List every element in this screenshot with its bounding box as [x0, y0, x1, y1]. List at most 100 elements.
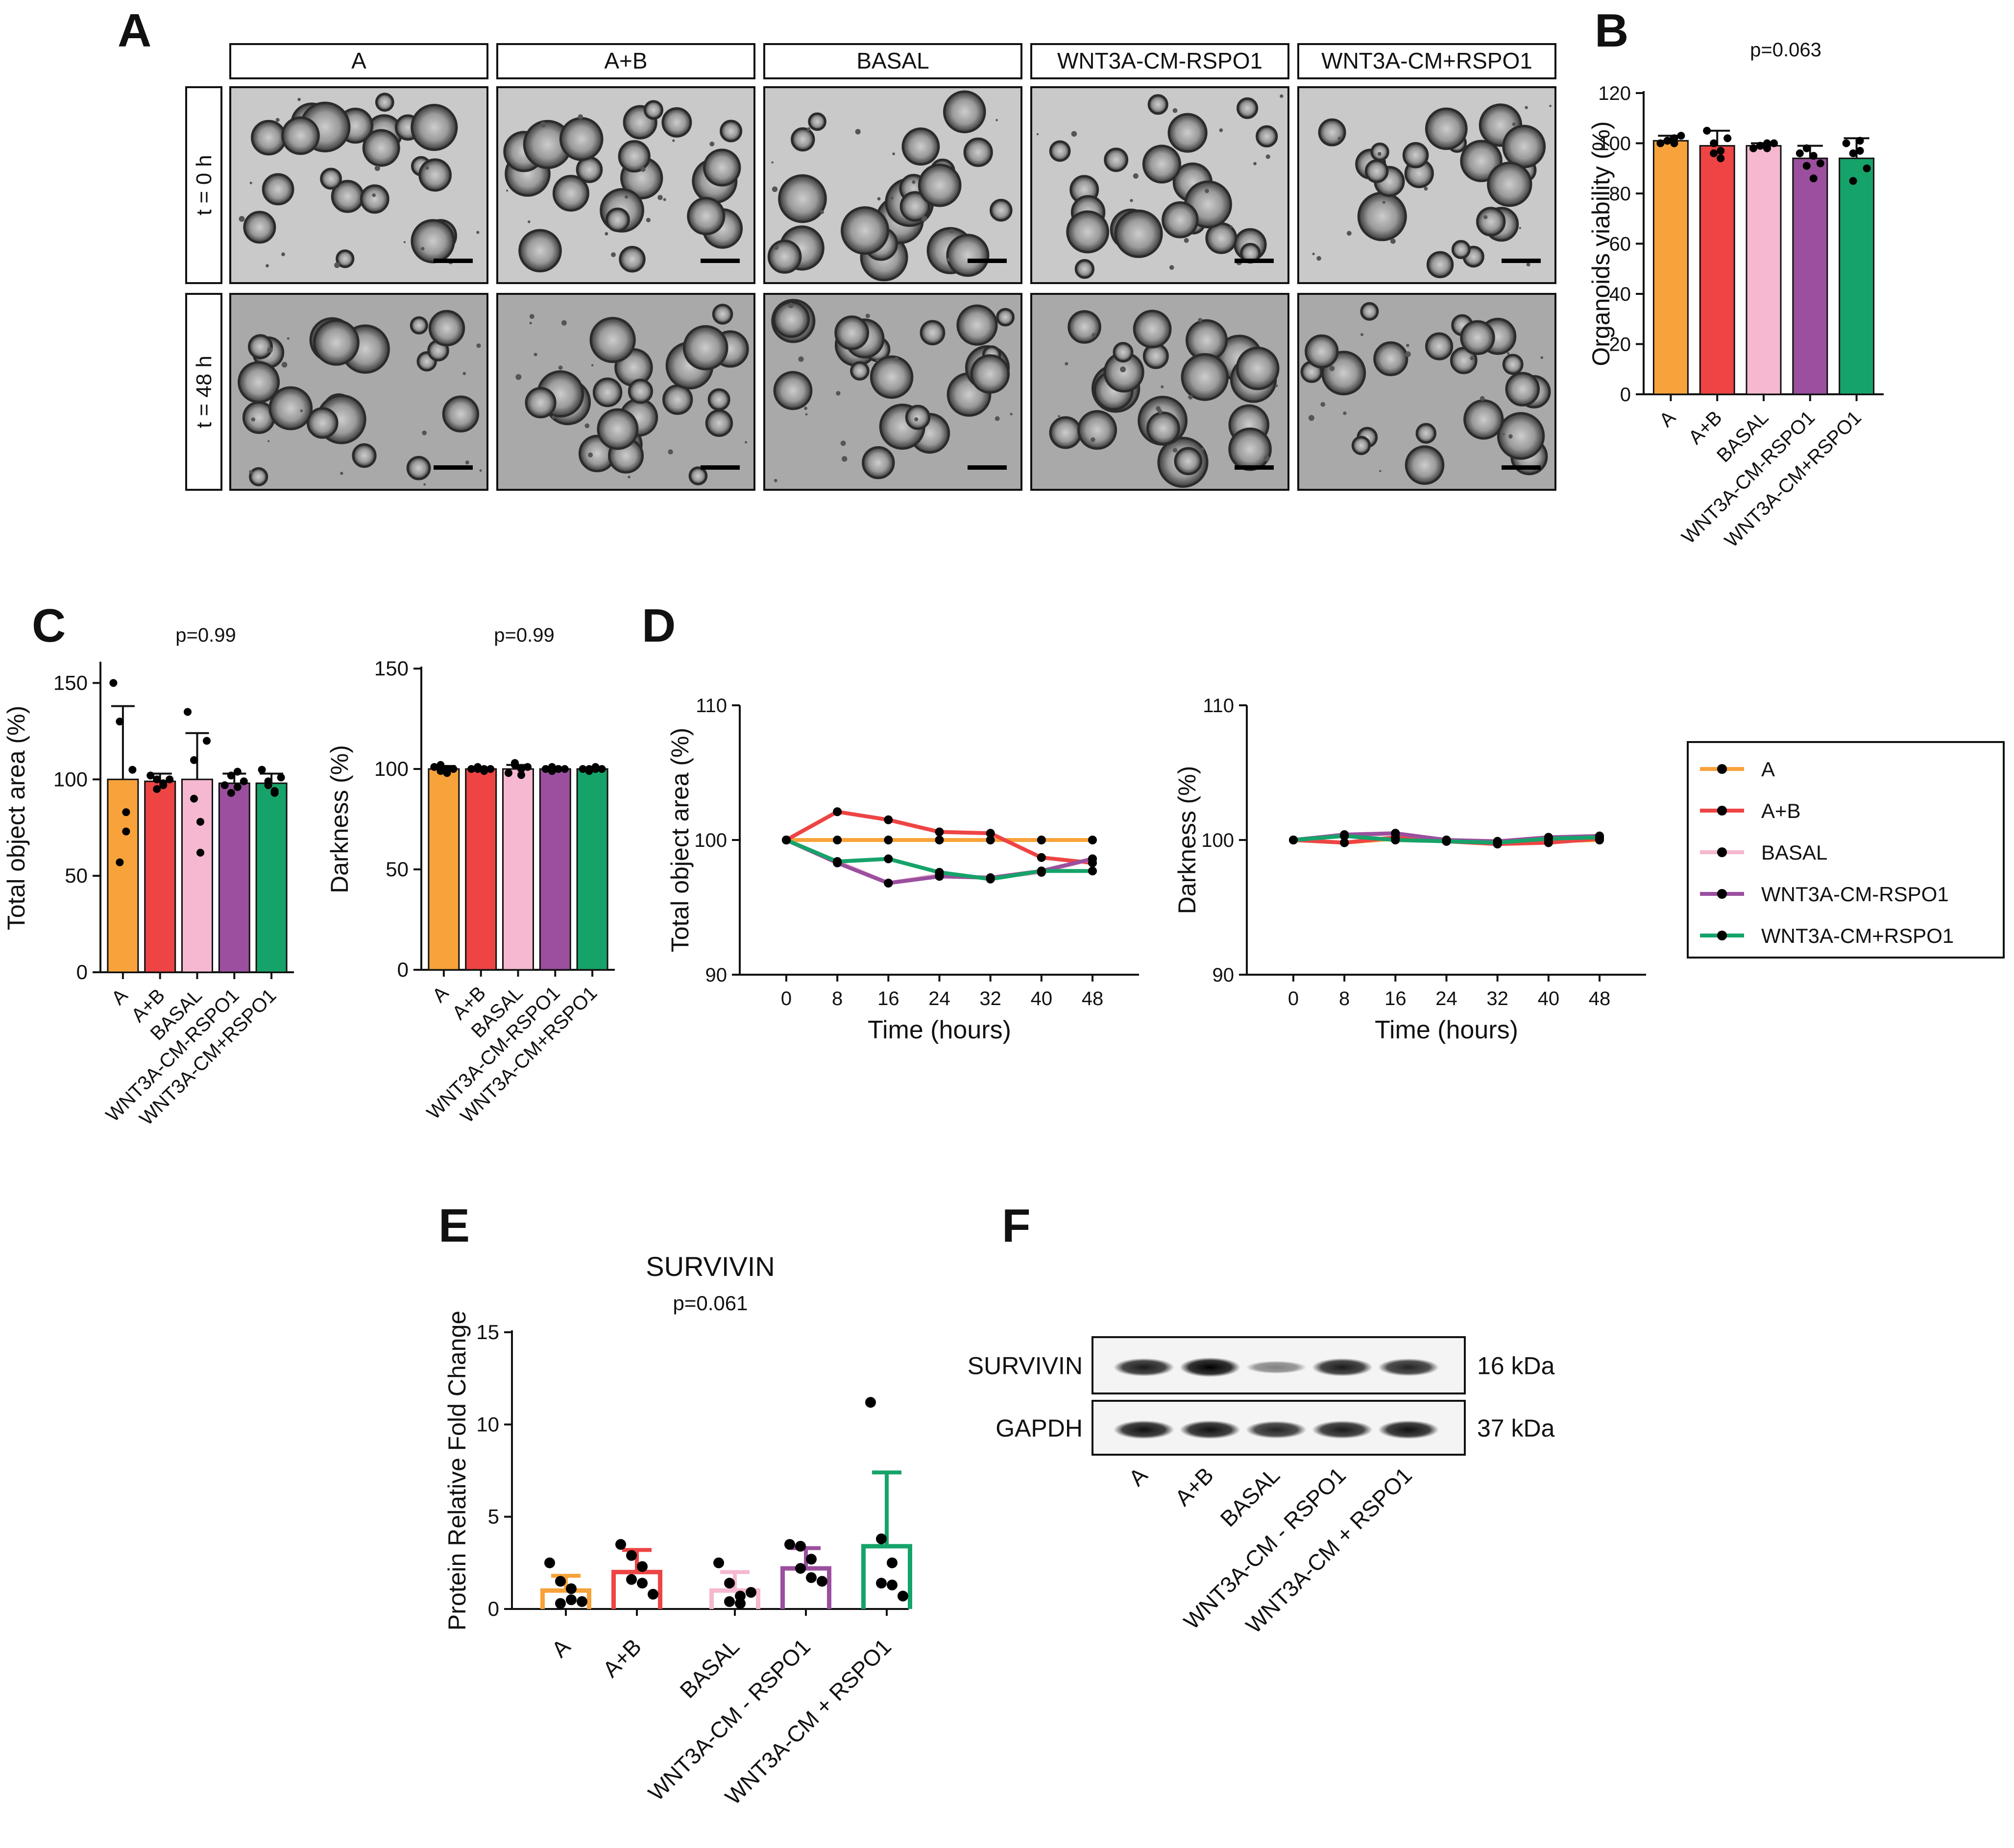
scale-bar — [434, 259, 473, 263]
organoid — [249, 467, 268, 486]
debris — [479, 469, 482, 472]
debris — [553, 411, 556, 414]
organoid — [525, 387, 557, 419]
data-point — [833, 836, 842, 844]
debris — [1379, 470, 1382, 472]
debris — [1540, 356, 1543, 359]
data-point — [626, 1550, 637, 1561]
debris — [894, 357, 898, 361]
y-tick-label: 100 — [1598, 133, 1631, 155]
debris — [771, 161, 774, 164]
debris — [1320, 402, 1326, 407]
debris — [1360, 333, 1363, 336]
organoid — [791, 127, 815, 152]
debris — [1161, 385, 1164, 388]
y-tick-label: 60 — [1609, 234, 1631, 255]
data-point — [566, 1594, 577, 1606]
data-point — [1802, 144, 1811, 152]
organoid — [1370, 143, 1389, 162]
data-point — [548, 767, 556, 775]
organoid — [518, 229, 562, 273]
data-point — [615, 1539, 626, 1550]
blot-row-label: GAPDH — [995, 1415, 1083, 1442]
x-tick-label: BASAL — [675, 1633, 744, 1703]
blot-band — [1246, 1421, 1307, 1439]
data-point — [626, 1574, 637, 1585]
organoid — [559, 117, 604, 161]
organoid — [1487, 162, 1532, 207]
debris — [1172, 108, 1178, 113]
panel-letter-e: E — [438, 1200, 470, 1252]
data-point — [146, 771, 155, 780]
panel-letter-b: B — [1595, 4, 1628, 57]
organoid — [552, 175, 589, 212]
debris — [300, 409, 303, 412]
debris — [1502, 433, 1505, 435]
y-tick-label: 150 — [53, 671, 88, 694]
micrograph-grid: A A+B BASAL WNT3A-CM-RSPO1 WNT3A-CM+RSPO1 t =… — [185, 43, 1556, 491]
chart-title: p=0.99 — [494, 624, 554, 646]
blot-band — [1180, 1357, 1240, 1377]
organoid — [1146, 411, 1180, 445]
organoid — [428, 310, 465, 347]
debris — [561, 320, 567, 326]
data-point — [184, 708, 192, 716]
debris — [788, 303, 794, 309]
data-point — [109, 679, 118, 687]
bar — [1839, 157, 1875, 395]
organoid — [262, 173, 294, 206]
x-tick-label: 40 — [1031, 988, 1053, 1009]
organoid — [1133, 310, 1172, 349]
data-point — [233, 783, 242, 791]
debris — [476, 231, 480, 234]
legend-label: WNT3A-CM+RSPO1 — [1761, 924, 1954, 947]
debris — [1219, 128, 1223, 132]
organoid — [1049, 416, 1082, 449]
debris — [506, 190, 509, 192]
legend-marker — [1717, 931, 1727, 940]
organoid — [1463, 399, 1504, 440]
organoid — [808, 112, 826, 131]
x-tick-label: 0 — [781, 988, 792, 1009]
legend-marker — [1717, 889, 1727, 899]
data-point — [505, 769, 512, 777]
debris — [657, 195, 663, 200]
chart-subtitle: p=0.061 — [673, 1292, 748, 1315]
panel-letter-a: A — [118, 4, 151, 57]
debris — [297, 97, 301, 101]
bar — [502, 768, 534, 971]
organoid — [1113, 342, 1134, 363]
organoid — [406, 456, 431, 480]
data-point — [1856, 137, 1864, 145]
data-point — [1710, 149, 1718, 157]
organoid — [1147, 94, 1168, 115]
panel-letter-f: F — [1002, 1200, 1031, 1252]
scale-bar — [1235, 259, 1274, 263]
data-point — [1717, 154, 1725, 163]
debris — [1470, 356, 1474, 360]
debris — [462, 372, 466, 375]
organoid — [418, 158, 452, 192]
organoid — [687, 197, 726, 236]
data-point — [1088, 866, 1097, 876]
organoid — [643, 100, 664, 120]
data-point — [1037, 836, 1046, 844]
organoid — [841, 206, 890, 255]
y-tick-label: 100 — [374, 757, 409, 780]
debris — [1526, 263, 1530, 267]
organoid — [1360, 302, 1379, 321]
debris — [529, 314, 534, 319]
debris — [540, 121, 546, 128]
debris — [805, 413, 808, 416]
data-point — [437, 761, 445, 769]
y-tick-label: 0 — [488, 1597, 499, 1620]
data-point — [480, 765, 488, 773]
debris — [605, 232, 608, 236]
data-point — [517, 771, 525, 779]
debris — [1036, 133, 1039, 136]
debris — [1382, 201, 1385, 204]
data-point — [196, 817, 204, 826]
data-point — [884, 815, 893, 824]
y-tick-label: 110 — [696, 695, 727, 717]
